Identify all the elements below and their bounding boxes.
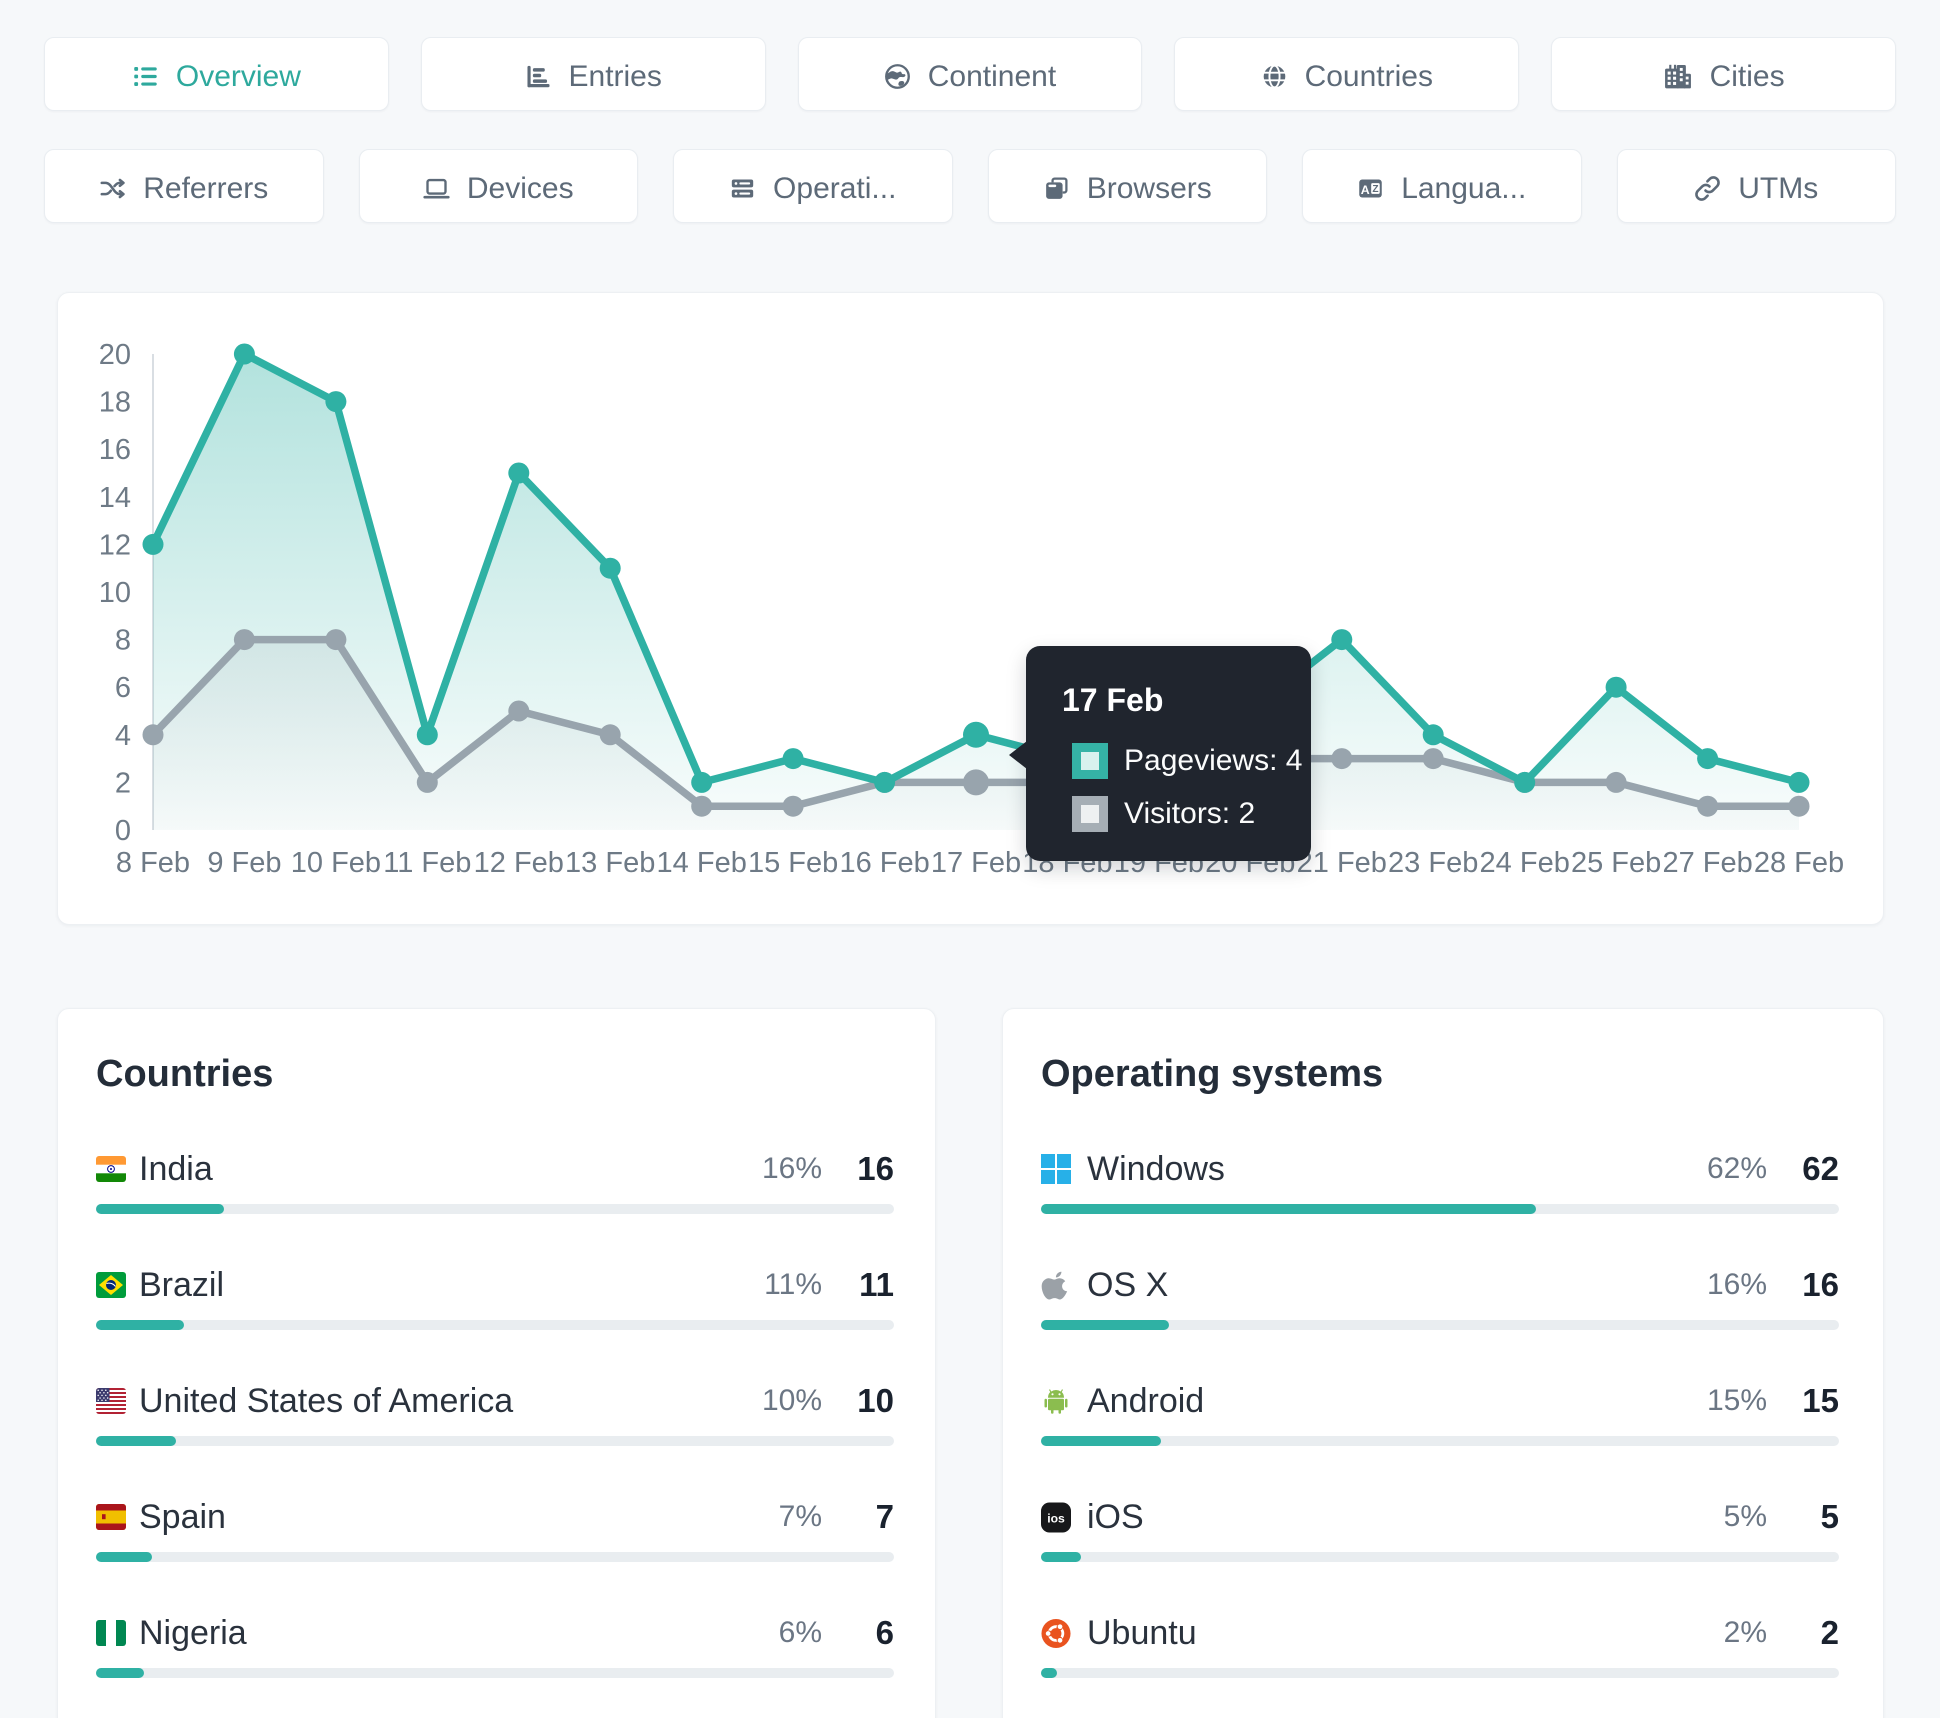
svg-text:14 Feb: 14 Feb: [657, 847, 747, 879]
svg-text:6: 6: [115, 672, 131, 704]
svg-text:17 Feb: 17 Feb: [931, 847, 1021, 879]
svg-text:4: 4: [115, 720, 131, 752]
svg-text:0: 0: [115, 815, 131, 847]
svg-text:9 Feb: 9 Feb: [207, 847, 281, 879]
svg-text:15 Feb: 15 Feb: [748, 847, 838, 879]
svg-text:20: 20: [99, 339, 131, 371]
svg-text:ios: ios: [1047, 1511, 1065, 1525]
svg-text:21 Feb: 21 Feb: [1297, 847, 1387, 879]
svg-text:24 Feb: 24 Feb: [1480, 847, 1570, 879]
svg-text:2: 2: [115, 767, 131, 799]
svg-text:Z: Z: [1373, 184, 1379, 195]
svg-text:25 Feb: 25 Feb: [1571, 847, 1661, 879]
svg-text:23 Feb: 23 Feb: [1388, 847, 1478, 879]
svg-text:10 Feb: 10 Feb: [291, 847, 381, 879]
svg-text:18: 18: [99, 387, 131, 419]
svg-text:10: 10: [99, 577, 131, 609]
svg-text:A: A: [1361, 183, 1370, 197]
svg-text:8 Feb: 8 Feb: [116, 847, 190, 879]
svg-text:28 Feb: 28 Feb: [1754, 847, 1844, 879]
svg-text:16 Feb: 16 Feb: [839, 847, 929, 879]
svg-text:8: 8: [115, 625, 131, 657]
svg-text:27 Feb: 27 Feb: [1662, 847, 1752, 879]
svg-text:12: 12: [99, 529, 131, 561]
svg-text:12 Feb: 12 Feb: [474, 847, 564, 879]
svg-text:11 Feb: 11 Feb: [383, 847, 471, 879]
svg-text:14: 14: [99, 482, 131, 514]
svg-text:16: 16: [99, 434, 131, 466]
svg-text:13 Feb: 13 Feb: [565, 847, 655, 879]
